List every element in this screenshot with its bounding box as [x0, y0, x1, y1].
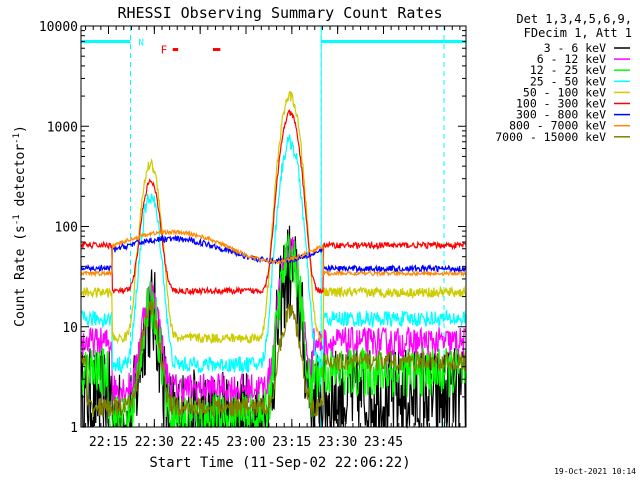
chart-title: RHESSI Observing Summary Count Rates — [117, 4, 442, 22]
flare-flag-label: F — [161, 44, 168, 57]
x-axis-label: Start Time (11-Sep-02 22:06:22) — [149, 455, 410, 471]
series-line — [80, 300, 467, 419]
y-axis-ticks: 1 10 100 1000 10000 — [39, 20, 466, 436]
legend-label: 800 - 7000 keV — [509, 119, 606, 133]
x-tick-label: 23:15 — [272, 435, 311, 450]
x-tick-label: 23:30 — [318, 435, 357, 450]
y-axis-label-mid: detector — [13, 144, 28, 215]
footer-timestamp: 19-Oct-2021 10:14 — [554, 467, 636, 476]
legend-label: 50 - 100 keV — [523, 85, 606, 99]
legend-header-line-1: Det 1,3,4,5,6,9, — [516, 12, 632, 26]
y-tick-label: 1 — [70, 421, 78, 436]
legend-label: 25 - 50 keV — [530, 74, 606, 88]
legend-label: 7000 - 15000 keV — [495, 130, 606, 144]
x-tick-label: 22:15 — [89, 435, 128, 450]
y-axis-label-sup2: -1 — [12, 133, 22, 144]
series-line — [80, 134, 467, 375]
x-tick-label: 23:00 — [226, 435, 265, 450]
series-line — [80, 228, 467, 278]
legend: Det 1,3,4,5,6,9, FDecim 1, Att 1 3 - 6 k… — [495, 12, 632, 144]
y-axis-label: Count Rate (s-1 detector-1) — [12, 125, 28, 327]
x-tick-label: 23:45 — [364, 435, 403, 450]
legend-header-line-2: FDecim 1, Att 1 — [524, 26, 632, 40]
legend-label: 300 - 800 keV — [516, 108, 606, 122]
x-tick-label: 22:45 — [181, 435, 220, 450]
y-axis-label-sup1: -1 — [12, 214, 22, 225]
series-line — [80, 233, 467, 428]
x-axis-ticks: 22:15 22:30 22:45 23:00 23:15 23:30 23:45 — [85, 26, 461, 450]
night-flag-label: N — [139, 39, 144, 49]
series-line — [80, 109, 467, 297]
x-tick-label: 22:30 — [135, 435, 174, 450]
series-layer — [80, 91, 467, 429]
y-tick-label: 1000 — [47, 120, 78, 135]
y-tick-label: 100 — [55, 221, 78, 236]
y-tick-label: 10 — [62, 321, 78, 336]
y-axis-label-main: Count Rate (s — [13, 225, 28, 327]
legend-label: 3 - 6 keV — [544, 41, 606, 55]
legend-label: 6 - 12 keV — [537, 52, 606, 66]
legend-label: 100 - 300 keV — [516, 97, 606, 111]
y-axis-label-end: ) — [13, 125, 28, 133]
legend-label: 12 - 25 keV — [530, 63, 606, 77]
y-tick-label: 10000 — [39, 20, 78, 35]
